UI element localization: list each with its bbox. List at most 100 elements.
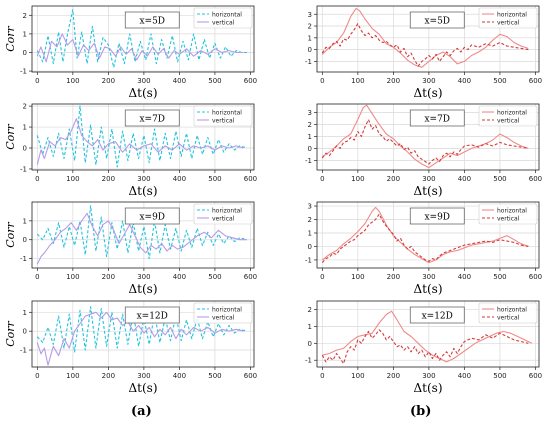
x-tick-label: 500 — [493, 273, 506, 281]
x-tick-label: 0 — [320, 372, 324, 380]
plot-frame — [31, 103, 255, 171]
chart-b-2: 0 100 200 300 400 500 600 -1 0 1 2 3 Δt(s) x=7D horizo… — [305, 103, 542, 198]
legend-label-horizontal: horizontal — [212, 306, 242, 313]
x-tick-label: 500 — [208, 273, 221, 281]
series-line-horizontal — [322, 310, 533, 363]
annotation-box — [409, 109, 465, 127]
x-tick-label: 0 — [35, 273, 39, 281]
y-tick-label: 0 — [23, 49, 27, 57]
legend-label-horizontal: horizontal — [497, 109, 527, 116]
y-tick-label: 2 — [308, 306, 312, 314]
x-axis-label: Δt(s) — [413, 184, 442, 198]
y-tick-label: -1 — [305, 157, 312, 165]
x-tick-label: 600 — [244, 273, 257, 281]
y-tick-label: 1 — [23, 30, 27, 38]
x-tick-label: 600 — [529, 372, 542, 380]
chart-a-2: 0 100 200 300 400 500 600 -1 0 1 2 Δt(s) Corr x=7D hor… — [4, 103, 257, 198]
series-line-horizontal — [321, 7, 529, 68]
annotation-box — [409, 207, 465, 225]
x-tick-label: 400 — [458, 372, 471, 380]
plot-frame — [316, 5, 540, 73]
series-line-horizontal — [321, 206, 529, 264]
series-line-horizontal — [36, 9, 247, 68]
plot-frame — [316, 201, 540, 269]
x-tick-label: 300 — [422, 175, 435, 183]
x-tick-label: 100 — [66, 372, 79, 380]
x-tick-label: 400 — [173, 273, 186, 281]
y-tick-label: 0 — [308, 145, 312, 153]
y-tick-label: 1 — [308, 34, 312, 42]
x-tick-label: 500 — [493, 372, 506, 380]
series-line-vertical — [36, 118, 244, 165]
annotation-box — [124, 207, 180, 225]
series-line-horizontal — [36, 205, 248, 260]
x-tick-label: 300 — [422, 372, 435, 380]
chart-a-1: 0 100 200 300 400 500 600 -1 0 1 2 Δt(s) Corr x=5D hor… — [4, 5, 257, 100]
x-tick-label: 200 — [387, 273, 400, 281]
x-tick-label: 300 — [137, 273, 150, 281]
y-tick-label: -1 — [305, 357, 312, 365]
annotation-label: x=12D — [137, 312, 168, 322]
annotation-box — [409, 306, 465, 324]
series-line-vertical — [36, 33, 244, 63]
legend-label-horizontal: horizontal — [212, 109, 242, 116]
y-tick-label: 0 — [23, 236, 27, 244]
chart-b-1: 0 100 200 300 400 500 600 -1 0 1 2 3 Δt(s) x=5D horizo… — [305, 5, 542, 100]
x-tick-label: 600 — [529, 175, 542, 183]
x-axis-label: Δt(s) — [128, 282, 157, 296]
series-line-vertical — [321, 23, 529, 67]
chart-a-3: 0 100 200 300 400 500 600 -1 0 1 Δt(s) Corr x=9D hori… — [4, 201, 257, 296]
annotation-box — [124, 11, 180, 29]
y-tick-label: 2 — [308, 23, 312, 31]
x-tick-label: 400 — [458, 77, 471, 85]
x-tick-label: 0 — [320, 175, 324, 183]
x-tick-label: 300 — [422, 77, 435, 85]
legend-label-vertical: vertical — [497, 19, 520, 26]
x-tick-label: 500 — [493, 77, 506, 85]
series-line-vertical — [321, 119, 529, 165]
x-tick-label: 600 — [529, 77, 542, 85]
x-axis-label: Δt(s) — [128, 86, 157, 100]
legend-box — [193, 105, 253, 127]
x-tick-label: 0 — [320, 77, 324, 85]
y-tick-label: -1 — [20, 347, 27, 355]
y-tick-label: 0 — [308, 243, 312, 251]
plot-frame — [31, 201, 255, 269]
annotation-label: x=7D — [139, 115, 165, 125]
legend-label-vertical: vertical — [212, 19, 235, 26]
x-tick-label: 100 — [351, 77, 364, 85]
legend-label-horizontal: horizontal — [212, 11, 242, 18]
y-tick-label: 0 — [23, 145, 27, 153]
x-tick-label: 400 — [458, 273, 471, 281]
x-tick-label: 0 — [35, 77, 39, 85]
plot-frame — [316, 103, 540, 171]
x-tick-label: 600 — [244, 372, 257, 380]
x-axis-label: Δt(s) — [128, 184, 157, 198]
legend-box — [478, 203, 538, 225]
legend-box — [193, 203, 253, 225]
x-tick-label: 200 — [387, 175, 400, 183]
x-tick-label: 500 — [493, 175, 506, 183]
legend-label-horizontal: horizontal — [497, 11, 527, 18]
annotation-label: x=5D — [139, 17, 165, 27]
y-tick-label: 3 — [308, 11, 312, 19]
legend-label-vertical: vertical — [497, 215, 520, 222]
y-tick-label: -1 — [20, 68, 27, 76]
annotation-label: x=12D — [422, 312, 453, 322]
x-axis-label: Δt(s) — [413, 282, 442, 296]
series-line-vertical — [321, 329, 529, 365]
legend-label-horizontal: horizontal — [212, 207, 242, 214]
x-tick-label: 400 — [173, 372, 186, 380]
y-tick-label: 2 — [23, 12, 27, 20]
legend-box — [478, 302, 538, 324]
series-line-vertical — [321, 213, 529, 263]
y-tick-label: -1 — [20, 165, 27, 173]
annotation-box — [409, 11, 465, 29]
x-tick-label: 100 — [66, 273, 79, 281]
panel-label-b: (b) — [410, 404, 432, 419]
y-tick-label: 1 — [23, 309, 27, 317]
annotation-label: x=5D — [424, 17, 450, 27]
x-tick-label: 200 — [102, 372, 115, 380]
y-tick-label: 1 — [308, 229, 312, 237]
legend-box — [193, 302, 253, 324]
